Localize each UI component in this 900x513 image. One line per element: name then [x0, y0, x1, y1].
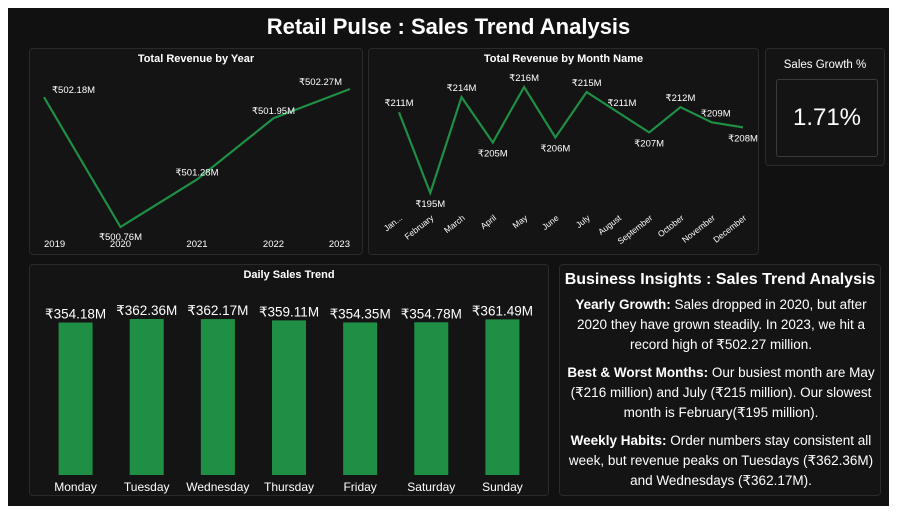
- x-tick-label: November: [680, 213, 717, 245]
- data-label: ₹215M: [572, 78, 602, 89]
- data-label: ₹354.18M: [45, 307, 106, 322]
- data-label: ₹208M: [728, 133, 758, 144]
- x-tick-label: September: [615, 213, 654, 247]
- yearly-chart-title: Total Revenue by Year: [137, 53, 255, 65]
- insight-best-worst-months: Best & Worst Months: Our busiest month a…: [566, 363, 876, 423]
- data-label: ₹205M: [478, 149, 508, 160]
- data-label: ₹354.35M: [330, 306, 391, 321]
- bar: [200, 319, 235, 475]
- x-tick-label: Monday: [54, 480, 97, 494]
- insight-text: Our busiest month are May (₹216 million)…: [570, 365, 875, 420]
- data-label: ₹211M: [384, 98, 413, 109]
- x-tick-label: Tuesday: [124, 480, 170, 494]
- insights-heading: Business Insights : Sales Trend Analysis: [564, 271, 876, 288]
- monthly-chart-title: Total Revenue by Month Name: [483, 53, 644, 65]
- x-tick-label: 2020: [110, 239, 131, 250]
- monthly-revenue-chart: ₹211M Jan... ₹195M February ₹214M March ₹205M A…: [382, 73, 758, 247]
- x-tick-label: 2023: [329, 239, 350, 250]
- data-label: ₹214M: [447, 83, 477, 94]
- data-label: ₹211M: [607, 98, 636, 109]
- x-tick-label: Jan...: [382, 213, 405, 234]
- dashboard: Retail Pulse : Sales Trend Analysis Tota…: [8, 8, 889, 506]
- page-title: Retail Pulse : Sales Trend Analysis: [266, 14, 631, 39]
- x-tick-label: Sunday: [482, 480, 523, 494]
- business-insights-panel: Business Insights : Sales Trend Analysis…: [559, 264, 881, 496]
- x-tick-label: April: [478, 213, 498, 231]
- data-label: ₹195M: [415, 199, 445, 210]
- data-label: ₹359.11M: [259, 304, 319, 319]
- x-tick-label: May: [511, 212, 530, 230]
- x-tick-label: December: [711, 213, 748, 245]
- data-label: ₹209M: [701, 108, 731, 119]
- insight-label: Yearly Growth:: [575, 297, 671, 312]
- data-label: ₹362.17M: [187, 303, 248, 318]
- x-tick-label: Friday: [343, 480, 376, 494]
- bar: [272, 320, 306, 475]
- insight-text: Order numbers stay consistent all week, …: [568, 433, 874, 488]
- data-label: ₹361.49M: [472, 303, 533, 318]
- x-tick-label: Thursday: [264, 480, 314, 494]
- bar: [129, 319, 164, 475]
- insight-text: Sales dropped in 2020, but after 2020 th…: [577, 297, 867, 352]
- insight-weekly-habits: Weekly Habits: Order numbers stay consis…: [566, 431, 876, 491]
- bar: [343, 322, 378, 475]
- monthly-revenue-panel: Total Revenue by Month Name ₹211M Jan... ₹…: [368, 48, 759, 255]
- data-label: ₹362.36M: [116, 303, 177, 318]
- sales-growth-card: Sales Growth % 1.71%: [765, 48, 885, 166]
- x-tick-label: Saturday: [407, 480, 455, 494]
- daily-sales-chart: ₹354.18M Monday ₹362.36M Tuesday ₹362.17M Wed…: [45, 303, 533, 494]
- x-tick-label: February: [403, 212, 437, 241]
- x-tick-label: July: [574, 212, 593, 230]
- revenue-line: [43, 87, 351, 229]
- kpi-label: Sales Growth %: [783, 59, 867, 71]
- x-tick-label: June: [540, 213, 561, 232]
- x-tick-label: March: [442, 213, 467, 236]
- daily-chart-title: Daily Sales Trend: [243, 269, 335, 281]
- x-tick-label: 2022: [263, 239, 284, 250]
- x-tick-label: 2019: [44, 239, 65, 250]
- data-label: ₹502.27M: [299, 77, 342, 88]
- bar: [58, 322, 93, 475]
- bar: [485, 319, 520, 475]
- bar: [414, 322, 449, 475]
- insight-label: Weekly Habits:: [570, 433, 667, 448]
- daily-sales-panel: Daily Sales Trend ₹354.18M Monday ₹362.36M…: [29, 264, 549, 496]
- kpi-value: 1.71%: [792, 104, 862, 131]
- data-label: ₹216M: [509, 73, 539, 84]
- data-label: ₹354.78M: [401, 306, 462, 321]
- data-label: ₹501.95M: [252, 106, 295, 117]
- data-label: ₹212M: [666, 93, 696, 104]
- x-tick-label: Wednesday: [186, 480, 249, 494]
- data-label: ₹502.18M: [52, 85, 95, 96]
- data-label: ₹500.76M: [99, 232, 142, 243]
- x-tick-label: 2021: [186, 239, 207, 250]
- data-label: ₹501.28M: [175, 167, 218, 178]
- data-label: ₹207M: [634, 138, 664, 149]
- insight-yearly-growth: Yearly Growth: Sales dropped in 2020, bu…: [566, 295, 876, 355]
- revenue-line: [397, 84, 744, 197]
- kpi-value-box: 1.71%: [776, 79, 878, 157]
- x-tick-label: August: [596, 212, 624, 237]
- data-label: ₹206M: [540, 143, 570, 154]
- yearly-revenue-panel: Total Revenue by Year ₹502.18M 2019 ₹500.7…: [29, 48, 363, 255]
- insight-label: Best & Worst Months:: [567, 365, 709, 380]
